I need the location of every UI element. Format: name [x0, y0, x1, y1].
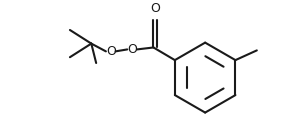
Text: O: O — [151, 2, 160, 15]
Text: O: O — [127, 43, 137, 56]
Text: O: O — [106, 45, 116, 58]
